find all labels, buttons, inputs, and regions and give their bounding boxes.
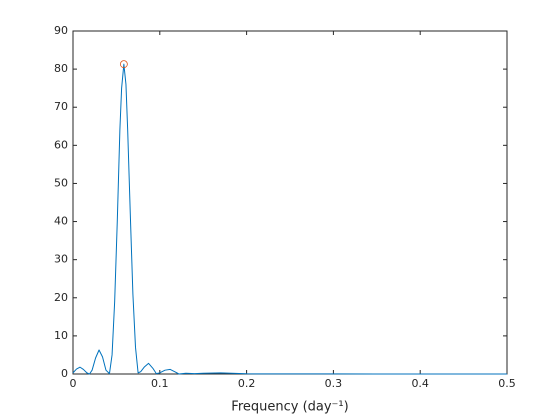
x-tick-label: 0.2 — [238, 377, 256, 390]
x-tick-label: 0.4 — [411, 377, 429, 390]
spectrum-line — [72, 63, 507, 375]
y-tick-label: 80 — [54, 62, 68, 75]
peak-marker — [119, 60, 128, 69]
y-tick-label: 50 — [54, 176, 68, 189]
x-axis-label: Frequency (day⁻¹) — [231, 400, 348, 415]
y-tick-label: 90 — [54, 24, 68, 37]
y-tick-label: 40 — [54, 215, 68, 228]
x-tick-label: 0.3 — [325, 377, 343, 390]
y-tick-label: 60 — [54, 138, 68, 151]
x-tick-label: 0 — [70, 377, 77, 390]
y-tick-label: 0 — [61, 367, 68, 380]
y-tick-label: 70 — [54, 100, 68, 113]
y-tick-label: 30 — [54, 253, 68, 266]
x-tick-label: 0.1 — [151, 377, 169, 390]
y-tick-label: 10 — [54, 329, 68, 342]
x-tick-label: 0.5 — [498, 377, 516, 390]
y-tick-label: 20 — [54, 291, 68, 304]
